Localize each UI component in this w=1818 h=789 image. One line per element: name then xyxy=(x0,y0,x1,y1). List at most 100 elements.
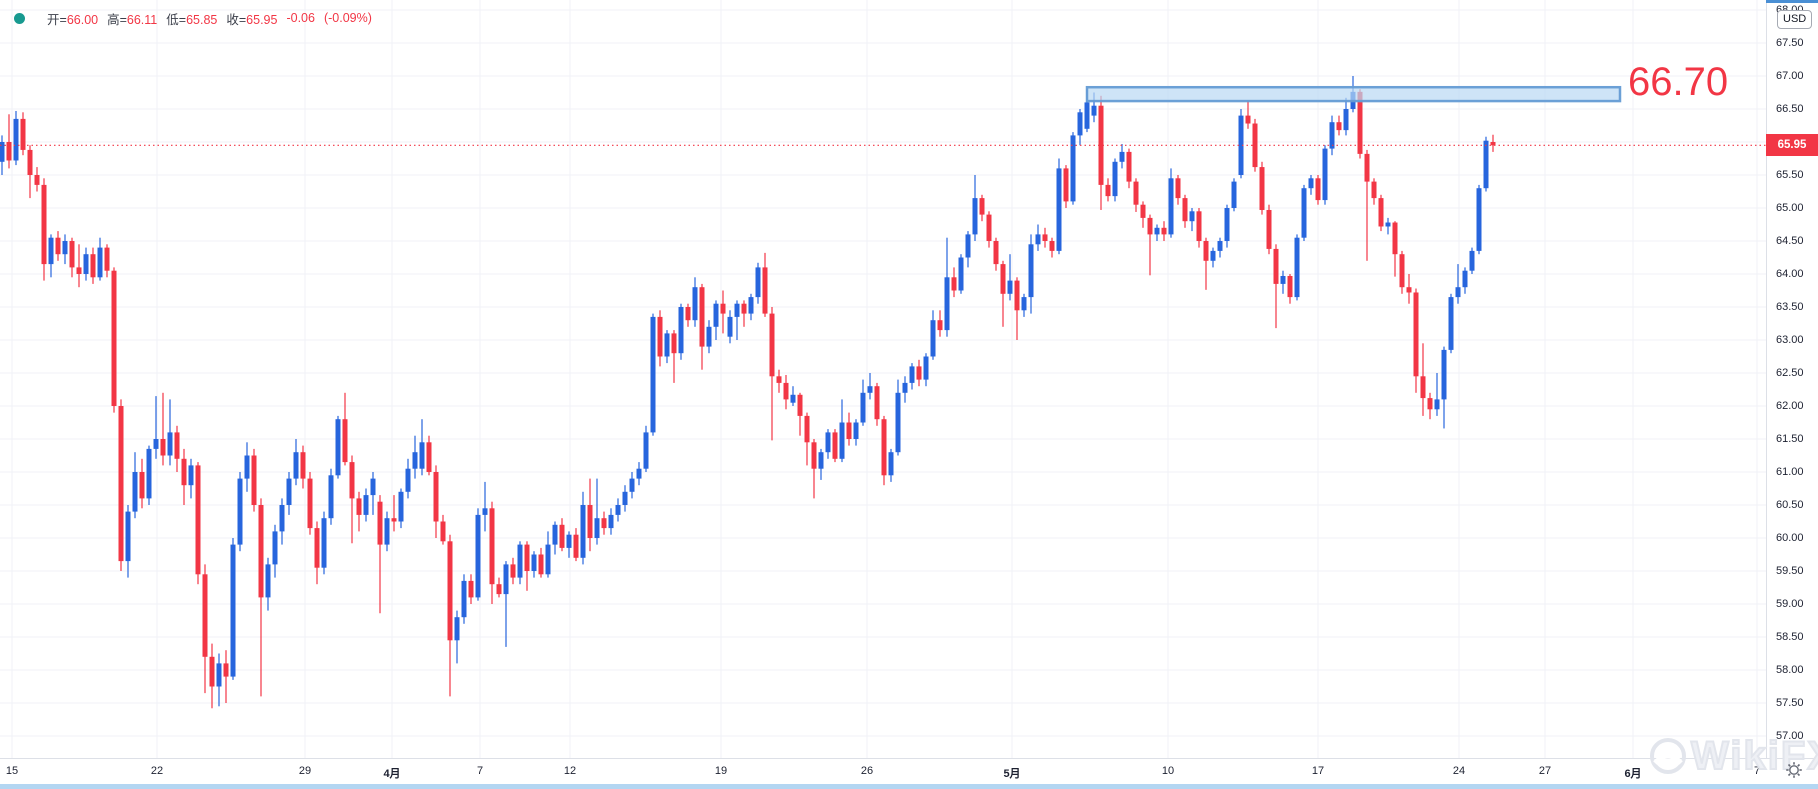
candle-body xyxy=(937,320,943,331)
candle-body xyxy=(1210,250,1216,261)
candle-body xyxy=(909,366,915,383)
candle-body xyxy=(223,663,229,677)
candle-body xyxy=(6,142,12,161)
y-axis-label: 63.00 xyxy=(1776,334,1804,346)
candle-body xyxy=(132,472,138,512)
candle-body xyxy=(244,455,250,479)
candle-body xyxy=(580,505,586,558)
candle-body xyxy=(0,142,5,162)
x-axis-label: 26 xyxy=(860,765,874,777)
ohlc-legend: 开=66.00 高=66.11 低=65.85 收=65.95 -0.06 (-… xyxy=(14,8,381,28)
candle-body xyxy=(1343,109,1349,131)
candle-body xyxy=(1063,168,1069,202)
chart-plot-area[interactable] xyxy=(0,0,1766,758)
candle-body xyxy=(692,287,698,321)
legend-change: -0.06 xyxy=(286,11,315,25)
candle-body xyxy=(48,237,54,265)
resistance-box[interactable] xyxy=(1085,85,1622,103)
candle-body xyxy=(454,617,460,641)
candle-body xyxy=(1287,275,1293,298)
y-axis-label: 65.50 xyxy=(1776,169,1804,181)
candle-body xyxy=(384,518,390,545)
candle-body xyxy=(426,442,432,472)
y-axis-label: 58.00 xyxy=(1776,664,1804,676)
candle-body xyxy=(727,316,733,337)
candle-body xyxy=(398,491,404,522)
candle-body xyxy=(468,580,474,598)
candle-body xyxy=(741,303,747,314)
candle-body xyxy=(349,462,355,499)
candle-body xyxy=(1203,241,1209,261)
candle-body xyxy=(188,465,194,486)
candle-body xyxy=(496,584,502,595)
price-axis[interactable]: 68.0067.5067.0066.5065.5065.0064.5064.00… xyxy=(1766,0,1818,758)
candle-body xyxy=(1490,142,1496,146)
candle-body xyxy=(1308,178,1314,189)
candle-body xyxy=(531,554,537,571)
x-axis-label: 17 xyxy=(1311,765,1325,777)
candle-body xyxy=(1364,153,1370,182)
candle-body xyxy=(433,472,439,522)
candle-body xyxy=(335,419,341,476)
candle-body xyxy=(1014,280,1020,311)
candle-body xyxy=(867,386,873,393)
axis-settings-gear-icon[interactable] xyxy=(1784,760,1804,780)
candle-body xyxy=(1133,181,1139,205)
candle-body xyxy=(1105,184,1111,197)
candle-body xyxy=(293,452,299,479)
legend-high: 高=66.11 xyxy=(107,12,158,27)
resistance-price-label[interactable]: 66.70 xyxy=(1628,60,1729,104)
candle-body xyxy=(160,439,166,456)
candle-body xyxy=(965,234,971,258)
candle-body xyxy=(1147,217,1153,235)
candle-body xyxy=(951,277,957,291)
candle-body xyxy=(979,198,985,215)
candle-body xyxy=(76,267,82,274)
candle-body xyxy=(356,498,362,515)
candle-body xyxy=(615,505,621,515)
y-axis-label: 60.00 xyxy=(1776,532,1804,544)
legend-change-pct: (-0.09%) xyxy=(323,11,372,25)
y-axis-label: 61.00 xyxy=(1776,466,1804,478)
y-axis-label: 57.00 xyxy=(1776,730,1804,742)
candle-body xyxy=(986,214,992,241)
y-axis-label: 58.50 xyxy=(1776,631,1804,643)
candle-body xyxy=(1168,178,1174,235)
bottom-edge-strip xyxy=(0,784,1818,789)
candle-body xyxy=(1028,244,1034,298)
candle-body xyxy=(517,544,523,578)
candle-body xyxy=(755,267,761,298)
candle-body xyxy=(412,452,418,469)
candle-body xyxy=(111,270,117,406)
candle-body xyxy=(440,521,446,542)
candle-body xyxy=(916,366,922,380)
candle-body xyxy=(251,455,257,505)
x-axis-label: 4月 xyxy=(383,768,401,780)
y-axis-label: 64.00 xyxy=(1776,268,1804,280)
candle-body xyxy=(1266,209,1272,249)
y-axis-label: 67.00 xyxy=(1776,70,1804,82)
candle-body xyxy=(503,564,509,595)
candle-body xyxy=(146,448,152,499)
candle-body xyxy=(1035,234,1041,245)
candle-body xyxy=(629,478,635,492)
candle-body xyxy=(1245,115,1251,124)
candle-body xyxy=(1441,349,1447,400)
candle-body xyxy=(300,452,306,479)
x-axis-label: 10 xyxy=(1161,765,1175,777)
candle-body xyxy=(1049,241,1055,251)
candlestick-chart[interactable] xyxy=(0,0,1766,758)
candle-body xyxy=(594,518,600,538)
x-axis-label: 6月 xyxy=(1624,768,1642,780)
candle-body xyxy=(923,356,929,380)
candle-body xyxy=(1175,178,1181,199)
currency-select-button[interactable]: USD xyxy=(1777,10,1813,29)
time-axis[interactable]: 15 22 29 4月 7 12 19 26 5月 10 17 24 27 6月 7 xyxy=(0,758,1818,785)
candle-body xyxy=(993,241,999,265)
candle-body xyxy=(1084,102,1090,129)
candle-body xyxy=(139,472,145,499)
candle-body xyxy=(391,518,397,522)
legend-open: 开=66.00 xyxy=(47,12,99,27)
candle-body xyxy=(657,316,663,357)
candle-body xyxy=(1252,123,1258,168)
